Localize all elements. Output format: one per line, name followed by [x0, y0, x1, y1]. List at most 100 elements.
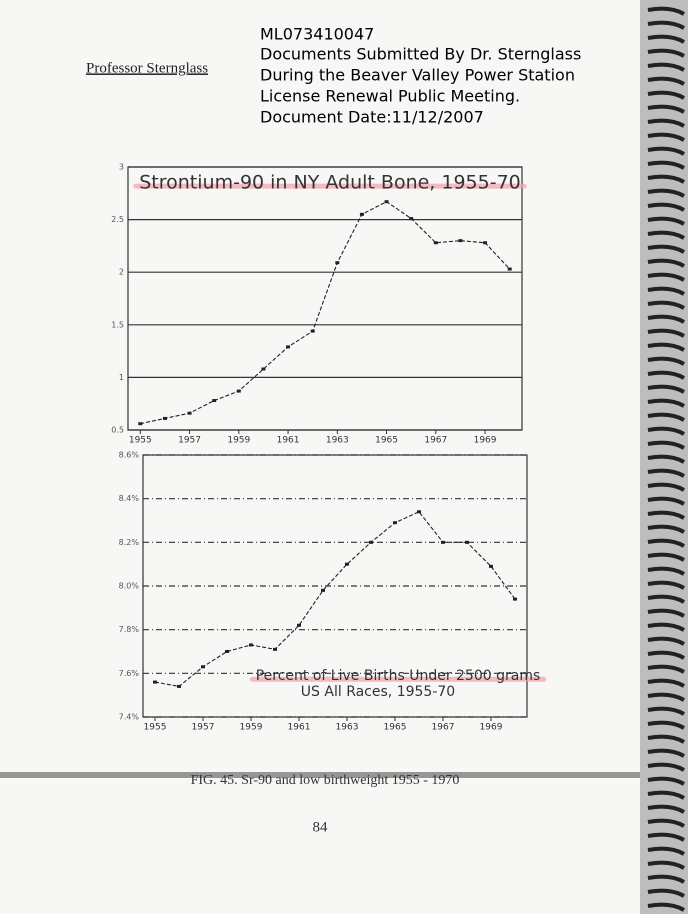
x-tick-label: 1965 — [375, 436, 398, 446]
scan-line — [0, 772, 640, 778]
coil — [647, 510, 685, 520]
coil — [647, 748, 685, 758]
y-tick-label: 7.6% — [119, 669, 140, 678]
data-point — [489, 564, 493, 568]
coil — [647, 552, 685, 562]
data-point — [310, 329, 315, 333]
y-tick-label: 8.4% — [119, 494, 140, 503]
x-tick-label: 1961 — [277, 436, 300, 446]
x-tick-label: 1967 — [424, 436, 447, 446]
coil — [647, 734, 685, 744]
coil — [647, 888, 685, 898]
coil — [647, 230, 685, 240]
coil — [647, 90, 685, 100]
coil — [647, 860, 685, 870]
data-point — [321, 588, 325, 592]
coil — [647, 608, 685, 618]
coil — [647, 426, 685, 436]
data-point — [393, 521, 397, 525]
y-tick-label: 2.5 — [111, 215, 124, 224]
coil — [647, 76, 685, 86]
data-point — [286, 345, 291, 349]
y-tick-label: 1.5 — [111, 320, 124, 329]
author: Professor Sternglass — [86, 60, 208, 76]
coil — [647, 594, 685, 604]
highlight — [133, 183, 527, 189]
data-point — [249, 643, 253, 647]
coil — [647, 832, 685, 842]
header-line: Documents Submitted By Dr. Sternglass — [260, 45, 581, 64]
spiral-binding — [647, 6, 685, 912]
coil — [647, 356, 685, 366]
data-point — [409, 217, 414, 221]
coil — [647, 538, 685, 548]
coil — [647, 636, 685, 646]
coil — [647, 846, 685, 856]
coil — [647, 580, 685, 590]
x-tick-label: 1967 — [432, 723, 455, 733]
y-tick-label: 8.2% — [119, 538, 140, 547]
data-point — [417, 510, 421, 514]
coil — [647, 720, 685, 730]
y-tick-label: 0.5 — [111, 426, 124, 435]
data-point — [433, 241, 438, 245]
coil — [647, 650, 685, 660]
data-point — [177, 684, 181, 688]
header-line: License Renewal Public Meeting. — [260, 87, 520, 106]
data-point — [384, 200, 389, 204]
coil — [647, 468, 685, 478]
x-tick-label: 1957 — [178, 436, 201, 446]
coil — [647, 370, 685, 380]
coil — [647, 440, 685, 450]
chart-subtitle: US All Races, 1955-70 — [301, 684, 455, 700]
x-tick-label: 1969 — [474, 436, 497, 446]
data-point — [187, 411, 192, 415]
x-tick-label: 1965 — [384, 723, 407, 733]
coil — [647, 48, 685, 58]
coil — [647, 328, 685, 338]
coil — [647, 482, 685, 492]
data-point — [225, 650, 229, 653]
x-tick-label: 1957 — [192, 723, 215, 733]
coil — [647, 790, 685, 800]
x-tick-label: 1959 — [227, 436, 250, 446]
y-tick-label: 2 — [119, 268, 124, 277]
data-point — [261, 367, 266, 371]
coil — [647, 818, 685, 828]
x-tick-label: 1961 — [288, 723, 311, 733]
coil — [647, 244, 685, 254]
coil — [647, 146, 685, 156]
coil — [647, 202, 685, 212]
header-line: Document Date:11/12/2007 — [260, 108, 484, 127]
chart-title: Strontium-90 in NY Adult Bone, 1955-70 — [139, 172, 521, 194]
coil — [647, 342, 685, 352]
x-tick-label: 1955 — [129, 436, 152, 446]
coil — [647, 566, 685, 576]
coil — [647, 902, 685, 912]
coil — [647, 6, 685, 16]
coil — [647, 706, 685, 716]
y-tick-label: 7.8% — [119, 625, 140, 634]
coil — [647, 524, 685, 534]
coil — [647, 622, 685, 632]
coil — [647, 762, 685, 772]
data-line — [154, 511, 516, 688]
data-point — [138, 422, 143, 426]
data-point — [369, 540, 373, 544]
x-tick-label: 1959 — [240, 723, 263, 733]
data-point — [441, 540, 445, 544]
coil — [647, 384, 685, 394]
coil — [647, 678, 685, 688]
coil — [647, 216, 685, 226]
coil — [647, 272, 685, 282]
x-tick-label: 1963 — [336, 723, 359, 733]
coil — [647, 258, 685, 268]
y-tick-label: 8.6% — [119, 451, 140, 460]
data-point — [297, 623, 301, 627]
data-point — [335, 261, 340, 265]
coil — [647, 104, 685, 114]
coil — [647, 398, 685, 408]
data-point — [236, 389, 241, 393]
